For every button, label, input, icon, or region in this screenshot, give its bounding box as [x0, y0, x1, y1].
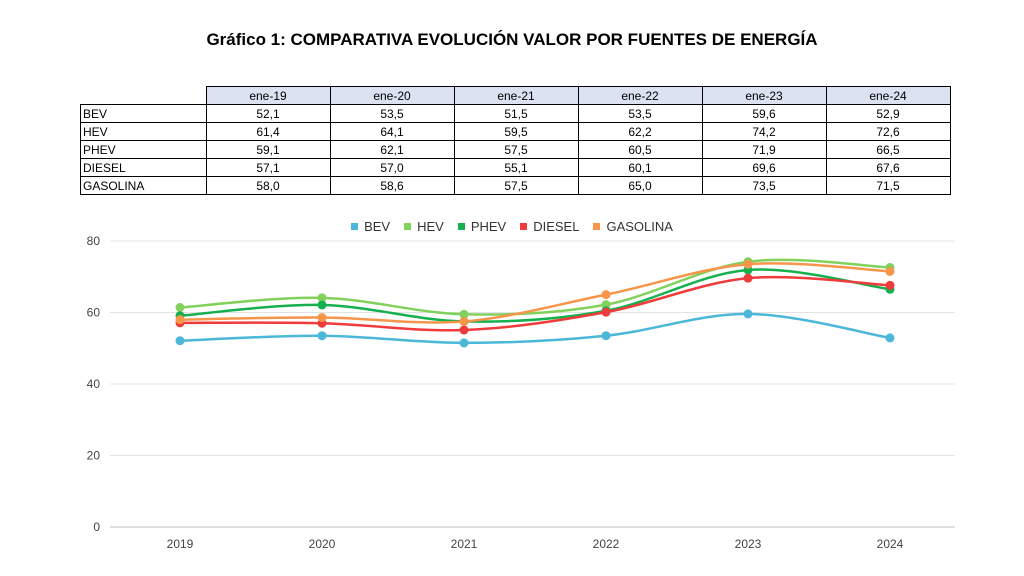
table-header-ene-24: ene-24: [825, 86, 951, 105]
series-line-hev: [179, 258, 891, 316]
table-cell: 72,6: [825, 122, 951, 141]
table-cell: 60,1: [577, 158, 703, 177]
table-cell: 58,0: [205, 176, 331, 195]
data-point-bev: [743, 309, 753, 319]
series-line-gasolina: [179, 262, 891, 324]
table-cell: 59,5: [453, 122, 579, 141]
x-tick-label: 2021: [451, 537, 478, 551]
table-cell: 69,6: [701, 158, 827, 177]
data-point-bev: [459, 338, 469, 348]
series-line-diesel: [179, 275, 891, 332]
data-point-gasolina: [175, 315, 185, 325]
data-point-hev: [175, 302, 185, 312]
table-header-ene-21: ene-21: [453, 86, 579, 105]
table-row: HEV 61,4 64,1 59,5 62,2 74,2 72,6: [80, 122, 951, 141]
x-tick-label: 2020: [309, 537, 336, 551]
legend: BEV HEV PHEV DIESEL GASOLINA: [0, 219, 1024, 234]
table-cell: 57,5: [453, 176, 579, 195]
data-point-diesel: [601, 307, 611, 317]
legend-label: HEV: [417, 219, 444, 234]
legend-swatch: [457, 223, 465, 230]
x-tick-label: 2023: [735, 537, 762, 551]
data-point-bev: [601, 331, 611, 341]
table-header-ene-19: ene-19: [205, 86, 331, 105]
legend-item-phev: PHEV: [457, 219, 507, 234]
legend-item-bev: BEV: [351, 219, 390, 234]
legend-label: DIESEL: [533, 219, 580, 234]
series-line-phev: [179, 268, 891, 323]
legend-label: GASOLINA: [606, 219, 673, 234]
table-cell: 71,5: [825, 176, 951, 195]
table-cell: 59,6: [701, 104, 827, 123]
x-tick-label: 2019: [167, 537, 194, 551]
legend-label: PHEV: [470, 219, 507, 234]
data-point-gasolina: [885, 266, 895, 276]
table-header-ene-22: ene-22: [577, 86, 703, 105]
data-point-diesel: [743, 273, 753, 283]
table-cell: 58,6: [329, 176, 455, 195]
y-tick-label: 20: [87, 449, 101, 463]
legend-swatch: [351, 223, 359, 230]
data-point-hev: [459, 309, 469, 319]
table-cell: 65,0: [577, 176, 703, 195]
legend-swatch: [593, 223, 601, 230]
y-tick-label: 0: [93, 520, 100, 534]
table-row: BEV 52,1 53,5 51,5 53,5 59,6 52,9: [80, 104, 951, 123]
legend-item-gasolina: GASOLINA: [593, 219, 673, 234]
data-point-diesel: [459, 325, 469, 335]
y-tick-label: 60: [87, 306, 101, 320]
legend-swatch: [520, 223, 528, 230]
data-table: ene-19 ene-20 ene-21 ene-22 ene-23 ene-24 BEV…: [80, 86, 951, 195]
x-tick-label: 2024: [877, 537, 904, 551]
legend-item-hev: HEV: [404, 219, 444, 234]
table-header-row: ene-19 ene-20 ene-21 ene-22 ene-23 ene-24: [80, 86, 951, 105]
x-tick-label: 2022: [593, 537, 620, 551]
data-point-gasolina: [743, 259, 753, 269]
legend-label: BEV: [364, 219, 391, 234]
data-point-bev: [885, 333, 895, 343]
data-point-phev: [317, 300, 327, 310]
data-point-gasolina: [459, 316, 469, 326]
legend-item-diesel: DIESEL: [520, 219, 579, 234]
data-point-bev: [175, 336, 185, 346]
table-cell: 73,5: [701, 176, 827, 195]
table-row: DIESEL 57,1 57,0 55,1 60,1 69,6 67,6: [80, 158, 951, 177]
table-row: GASOLINA 58,0 58,6 57,5 65,0 73,5 71,5: [80, 176, 951, 195]
chart-title: Gráfico 1: COMPARATIVA EVOLUCIÓN VALOR P…: [206, 30, 818, 49]
table-header-ene-20: ene-20: [329, 86, 455, 105]
y-tick-label: 40: [87, 377, 101, 391]
series-line-bev: [179, 312, 891, 345]
data-point-bev: [317, 331, 327, 341]
y-tick-label: 80: [87, 234, 101, 248]
data-point-hev: [317, 293, 327, 303]
data-point-diesel: [885, 280, 895, 290]
row-label: GASOLINA: [80, 176, 207, 195]
data-point-gasolina: [317, 313, 327, 323]
data-point-gasolina: [601, 290, 611, 300]
legend-swatch: [404, 223, 412, 230]
table-corner: [80, 86, 207, 105]
